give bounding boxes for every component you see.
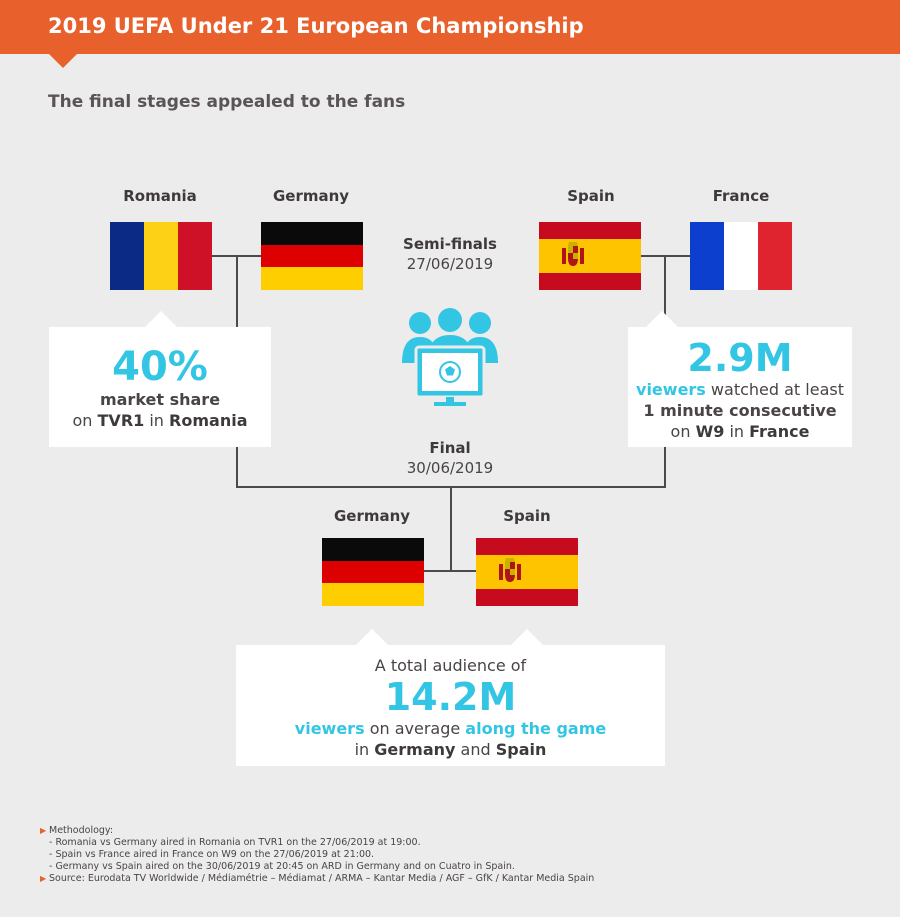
- country-label-france: France: [712, 187, 770, 205]
- romania-highlight: market share: [99, 390, 221, 409]
- final-audience-value: 14.2M: [384, 675, 517, 719]
- romania-channel-line: on TVR1 in Romania: [72, 411, 248, 430]
- romania-market-share-value: 40%: [112, 344, 208, 390]
- final-date: 30/06/2019: [406, 459, 494, 477]
- final-germany-flag: [322, 538, 424, 606]
- methodology-item: - Romania vs Germany aired in Romania on…: [49, 837, 421, 848]
- page-title: 2019 UEFA Under 21 European Championship: [48, 14, 584, 38]
- methodology-item: - Germany vs Spain aired on the 30/06/20…: [49, 861, 515, 872]
- source-note: ▶ Source: Eurodata TV Worldwide / Médiamé…: [40, 873, 595, 884]
- spain-coat-of-arms-icon: [499, 558, 521, 582]
- final-stat-card: A total audience of 14.2M viewers on ave…: [236, 645, 665, 766]
- card-pointer: [646, 311, 678, 327]
- bullet-triangle-icon: ▶: [40, 874, 47, 883]
- final-stage: Final 30/06/2019: [370, 438, 530, 478]
- card-pointer: [145, 311, 177, 327]
- card-pointer: [356, 629, 388, 645]
- card-pointer: [511, 629, 543, 645]
- france-line2: 1 minute consecutive: [643, 401, 837, 420]
- footnotes: ▶ Methodology: - Romania vs Germany aired…: [40, 825, 594, 885]
- final-intro: A total audience of: [374, 656, 527, 675]
- final-line1: viewers on average along the game: [294, 719, 607, 738]
- country-label-germany: Germany: [272, 187, 350, 205]
- bracket-line: [664, 255, 666, 327]
- france-viewers-value: 2.9M: [687, 336, 793, 380]
- country-label-romania: Romania: [123, 187, 197, 205]
- bracket-line: [236, 255, 238, 327]
- spain-coat-of-arms-icon: [562, 242, 584, 266]
- final-spain-flag: [476, 538, 578, 606]
- country-label-final-germany: Germany: [333, 507, 411, 525]
- semi-finals-label: Semi-finals: [403, 235, 497, 253]
- france-channel-line: on W9 in France: [670, 422, 810, 441]
- country-label-spain: Spain: [567, 187, 615, 205]
- title-banner: 2019 UEFA Under 21 European Championship: [0, 0, 900, 54]
- banner-pointer: [49, 54, 77, 68]
- page-subtitle: The final stages appealed to the fans: [48, 92, 406, 112]
- audience-watching-football-icon: [402, 308, 498, 406]
- final-label: Final: [429, 439, 471, 457]
- bracket-line: [664, 446, 666, 488]
- france-flag: [690, 222, 792, 290]
- bullet-triangle-icon: ▶: [40, 826, 47, 835]
- semi-finals-stage: Semi-finals 27/06/2019: [370, 234, 530, 274]
- romania-flag: [110, 222, 212, 290]
- bracket-line: [424, 570, 477, 572]
- france-stat-card: 2.9M viewers watched at least 1 minute c…: [628, 327, 852, 447]
- country-label-final-spain: Spain: [503, 507, 551, 525]
- semi-finals-date: 27/06/2019: [406, 255, 494, 273]
- methodology-heading: ▶ Methodology:: [40, 825, 114, 836]
- romania-stat-card: 40% market share on TVR1 in Romania: [49, 327, 271, 447]
- france-line1: viewers watched at least: [636, 380, 844, 399]
- germany-flag: [261, 222, 363, 290]
- final-countries-line: in Germany and Spain: [354, 740, 547, 759]
- spain-flag: [539, 222, 641, 290]
- methodology-item: - Spain vs France aired in France on W9 …: [49, 849, 375, 860]
- bracket-line: [236, 446, 238, 488]
- bracket-line: [450, 486, 452, 572]
